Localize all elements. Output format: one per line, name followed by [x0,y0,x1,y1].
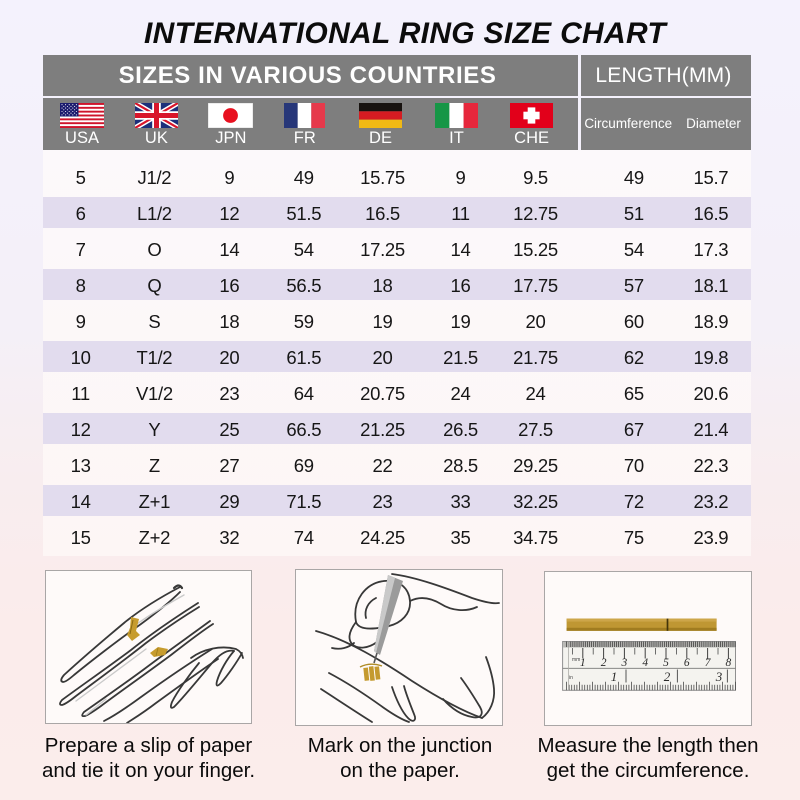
svg-text:7: 7 [705,657,712,669]
svg-text:2: 2 [664,669,671,684]
svg-text:in: in [569,675,573,681]
svg-text:8: 8 [726,657,732,669]
svg-text:4: 4 [642,657,648,669]
svg-text:2: 2 [601,657,607,669]
svg-text:mm: mm [572,657,580,663]
svg-text:1: 1 [611,669,618,684]
svg-text:5: 5 [663,657,669,669]
svg-text:6: 6 [684,657,690,669]
svg-text:3: 3 [715,669,723,684]
svg-text:1: 1 [580,657,586,669]
svg-text:3: 3 [621,657,628,669]
